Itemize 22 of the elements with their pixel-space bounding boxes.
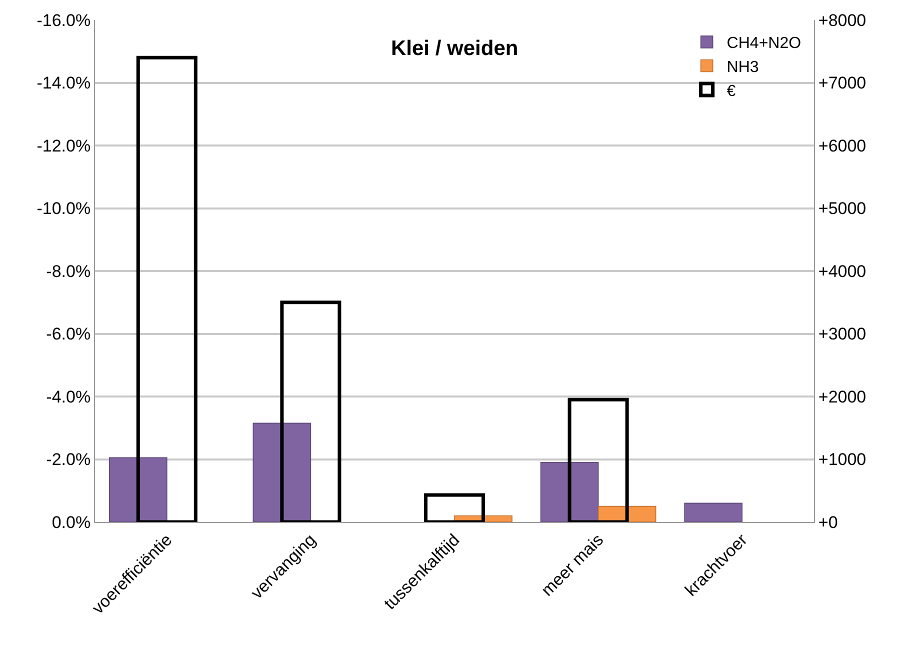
y2-tick-label: +7000 <box>818 74 866 93</box>
y-tick-label: -10.0% <box>36 199 91 218</box>
y-tick-label: -4.0% <box>46 387 91 406</box>
text: Klei / weiden <box>391 37 518 60</box>
legend-label: € <box>726 82 736 100</box>
y2-tick-label: +1000 <box>818 450 866 470</box>
y2-tick-label: +4000 <box>818 262 866 281</box>
y2-tick-label: +3000 <box>818 324 866 344</box>
y2-tick-label: +8000 <box>818 10 866 30</box>
y-tick-label: -2.0% <box>46 450 91 470</box>
y2-tick-label: +5000 <box>818 199 866 218</box>
legend-label: NH3 <box>726 58 759 76</box>
y2-tick-label: +6000 <box>818 136 866 156</box>
y-tick-label: 0.0% <box>52 512 91 532</box>
y-tick-label: -6.0% <box>46 324 91 344</box>
y-tick-label: -8.0% <box>46 262 91 281</box>
legend-label: CH4+N2O <box>726 35 802 52</box>
y-tick-label: -16.0% <box>36 10 91 30</box>
y2-tick-label: +2000 <box>818 387 866 406</box>
y-tick-label: -12.0% <box>36 136 91 156</box>
y-tick-label: -14.0% <box>36 74 91 93</box>
y2-tick-label: +0 <box>818 512 838 532</box>
